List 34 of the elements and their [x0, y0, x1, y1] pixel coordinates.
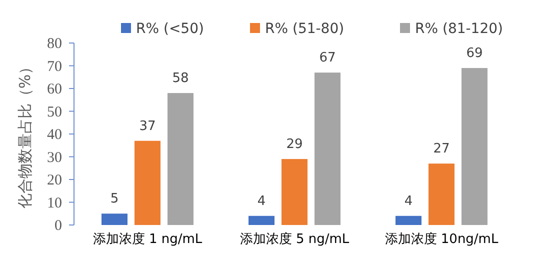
- legend-label: R% (<50): [136, 21, 204, 37]
- y-tick-label: 80: [47, 36, 62, 52]
- bar: [168, 93, 194, 225]
- y-tick-label: 40: [47, 127, 62, 143]
- y-axis-title: 化合物数量占比（%）: [16, 59, 34, 209]
- data-label: 4: [404, 194, 413, 209]
- y-tick-label: 0: [54, 218, 62, 234]
- bar: [314, 72, 340, 225]
- y-tick-label: 10: [47, 195, 62, 212]
- x-tick-label: 添加浓度 10ng/mL: [384, 231, 499, 247]
- data-label: 58: [172, 71, 189, 86]
- bar: [462, 68, 488, 225]
- data-label: 67: [319, 50, 336, 66]
- data-label: 27: [433, 142, 450, 157]
- data-label: 37: [139, 118, 156, 134]
- data-label: 29: [286, 137, 303, 152]
- bar: [248, 216, 274, 225]
- y-tick-label: 60: [47, 82, 62, 98]
- y-tick-label: 50: [47, 104, 62, 120]
- legend-label: R% (51-80): [265, 21, 344, 37]
- bar: [282, 159, 308, 225]
- data-label: 4: [257, 194, 266, 209]
- y-tick-label: 30: [47, 150, 62, 166]
- bar: [102, 214, 128, 225]
- bar: [396, 216, 422, 225]
- bar: [134, 140, 160, 225]
- x-tick-label: 添加浓度 1 ng/mL: [92, 231, 203, 247]
- bar: [428, 164, 454, 225]
- y-tick-label: 20: [47, 172, 62, 188]
- data-label: 69: [466, 46, 483, 62]
- x-tick-label: 添加浓度 5 ng/mL: [240, 231, 350, 247]
- data-label: 5: [110, 192, 119, 207]
- legend-label: R% (81-120): [415, 21, 503, 37]
- y-tick-label: 70: [47, 58, 62, 75]
